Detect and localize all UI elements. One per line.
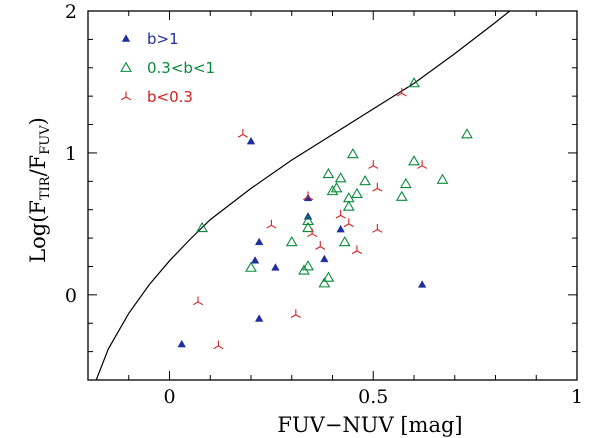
data-point bbox=[177, 339, 186, 348]
data-point bbox=[417, 280, 427, 288]
data-point bbox=[461, 128, 473, 139]
data-point bbox=[335, 209, 346, 219]
series-1 bbox=[177, 136, 427, 348]
data-point bbox=[336, 224, 345, 233]
data-point bbox=[318, 277, 331, 288]
data-point bbox=[351, 245, 363, 255]
series-3 bbox=[192, 87, 428, 350]
data-point bbox=[245, 261, 257, 272]
data-point bbox=[290, 309, 301, 318]
data-point bbox=[302, 221, 314, 233]
data-point bbox=[237, 128, 248, 138]
data-point bbox=[322, 167, 335, 179]
plot-background bbox=[88, 11, 577, 380]
data-point bbox=[342, 200, 355, 211]
y-label-suffix: ) bbox=[26, 117, 50, 125]
data-point bbox=[399, 177, 412, 189]
data-point bbox=[320, 254, 329, 263]
data-point bbox=[250, 256, 260, 264]
y-label-mid: /F bbox=[26, 155, 50, 177]
data-point bbox=[302, 260, 314, 271]
legend-label: b>1 bbox=[147, 30, 179, 48]
data-point bbox=[271, 263, 280, 271]
legend-marker bbox=[121, 34, 131, 42]
data-points bbox=[177, 77, 473, 350]
data-point bbox=[408, 155, 420, 166]
x-tick-label: 0.5 bbox=[358, 386, 388, 408]
legend-marker bbox=[120, 91, 132, 101]
legend-marker bbox=[120, 61, 132, 72]
data-point bbox=[254, 237, 264, 246]
data-point bbox=[395, 190, 408, 201]
data-point bbox=[334, 172, 347, 183]
y-tick-label: 0 bbox=[65, 285, 77, 307]
y-label-denominator-sub: FUV bbox=[38, 125, 53, 155]
legend-entry-3: b<0.3 bbox=[120, 88, 193, 106]
data-point bbox=[213, 340, 224, 350]
legend: b>1 0.3<b<1 b<0.3 bbox=[120, 30, 215, 106]
y-tick-label: 1 bbox=[65, 143, 77, 165]
y-tick-label: 2 bbox=[65, 1, 77, 23]
data-point bbox=[359, 175, 371, 186]
data-point bbox=[307, 228, 318, 238]
y-label-numerator-sub: TIR bbox=[38, 175, 53, 200]
data-point bbox=[372, 182, 383, 192]
data-point bbox=[246, 136, 256, 145]
data-point bbox=[326, 184, 339, 196]
data-point bbox=[436, 173, 449, 184]
data-point bbox=[254, 314, 264, 322]
plot-area bbox=[88, 11, 577, 380]
x-tick-label: 1 bbox=[571, 386, 583, 408]
y-label-prefix: Log(F bbox=[26, 200, 50, 263]
model-curve bbox=[95, 11, 511, 380]
legend-label: b<0.3 bbox=[147, 88, 193, 106]
data-point bbox=[315, 241, 326, 250]
data-point bbox=[408, 77, 420, 88]
data-point bbox=[338, 236, 351, 247]
model-curve-line bbox=[95, 11, 511, 380]
data-point bbox=[372, 224, 383, 233]
y-axis-label: Log(FTIR/FFUV) bbox=[26, 117, 53, 263]
legend-entry-2: 0.3<b<1 bbox=[120, 59, 215, 77]
data-point bbox=[343, 218, 354, 228]
series-2 bbox=[196, 77, 473, 288]
data-point bbox=[302, 214, 314, 225]
data-point bbox=[351, 187, 363, 199]
data-point bbox=[346, 148, 359, 159]
x-axis-label: FUV−NUV [mag] bbox=[277, 413, 462, 437]
data-point bbox=[196, 221, 208, 233]
data-point bbox=[396, 87, 407, 97]
x-tick-label: 0 bbox=[163, 386, 175, 408]
data-point bbox=[302, 191, 314, 201]
legend-label: 0.3<b<1 bbox=[147, 59, 215, 77]
data-point bbox=[368, 160, 379, 169]
axis-ticks: 0 0.5 1 0 1 2 bbox=[65, 1, 583, 408]
data-point bbox=[330, 182, 343, 193]
data-point bbox=[266, 219, 277, 229]
data-point bbox=[417, 160, 428, 169]
data-point bbox=[342, 192, 355, 203]
data-point bbox=[322, 271, 335, 282]
data-point bbox=[192, 296, 204, 306]
data-point bbox=[285, 236, 298, 247]
legend-entry-1: b>1 bbox=[121, 30, 179, 48]
